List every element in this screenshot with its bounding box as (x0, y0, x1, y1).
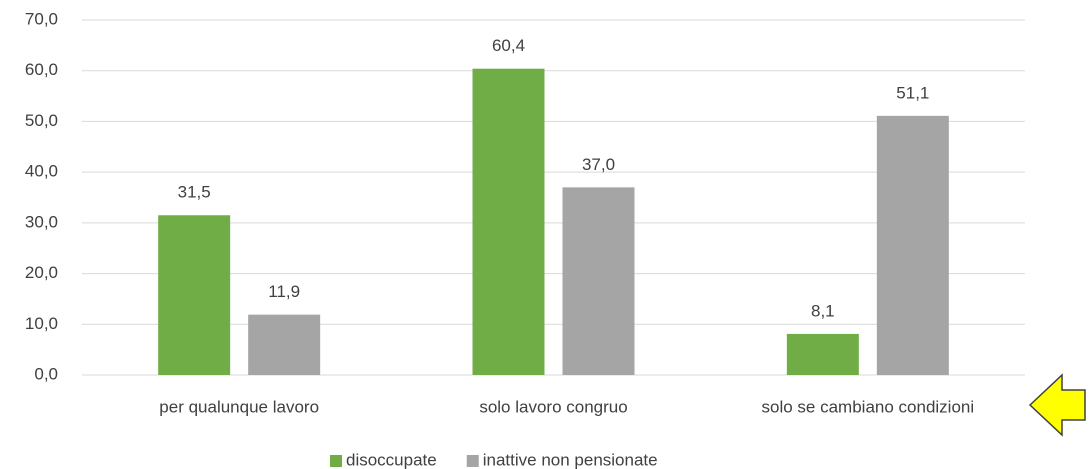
legend-swatch (466, 455, 479, 467)
data-label: 31,5 (178, 183, 211, 202)
x-tick-label: solo se cambiano condizioni (762, 397, 975, 416)
y-tick-label: 70,0 (25, 9, 58, 28)
bar (562, 187, 635, 375)
x-tick-label: solo lavoro congruo (479, 397, 627, 416)
y-tick-label: 30,0 (25, 212, 58, 231)
y-tick-label: 10,0 (25, 314, 58, 333)
bar (248, 314, 321, 375)
data-label: 37,0 (582, 155, 615, 174)
data-label: 60,4 (492, 36, 525, 55)
data-label: 8,1 (811, 301, 835, 320)
legend-label: inattive non pensionate (483, 450, 658, 469)
y-tick-label: 0,0 (34, 364, 58, 383)
bar (158, 215, 231, 375)
arrow (1028, 373, 1086, 437)
x-tick-label: per qualunque lavoro (159, 397, 319, 416)
bar (876, 115, 949, 375)
legend-label: disoccupate (346, 450, 437, 469)
y-tick-label: 20,0 (25, 263, 58, 282)
bar (786, 333, 859, 375)
y-tick-label: 50,0 (25, 111, 58, 130)
legend-swatch (330, 455, 342, 467)
y-tick-label: 60,0 (25, 60, 58, 79)
data-label: 11,9 (268, 282, 300, 301)
y-tick-label: 40,0 (25, 162, 58, 181)
bar (472, 68, 545, 375)
data-label: 51,1 (896, 83, 929, 102)
